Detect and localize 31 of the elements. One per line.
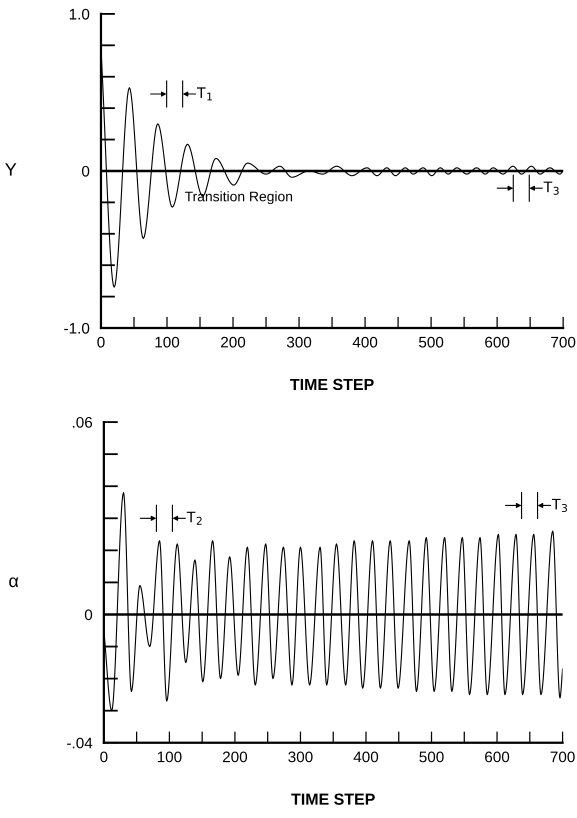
y-tick-label: 1.0	[70, 8, 90, 20]
y-tick-label: -.04	[67, 738, 92, 748]
x-tick-label: 200	[221, 336, 246, 348]
annotation: T$_{1}$	[196, 87, 212, 100]
y-axis-title: α	[9, 577, 18, 588]
x-tick-label: 700	[551, 336, 576, 348]
x-axis-title: TIME STEP	[290, 378, 374, 390]
x-tick-label: 500	[418, 336, 444, 348]
x-axis-title: TIME STEP	[291, 794, 375, 805]
y-tick-label: 0	[82, 166, 90, 177]
x-tick-label: 600	[485, 751, 510, 762]
y-axis-title: Y	[5, 163, 16, 176]
y-tick-label: .06	[72, 416, 92, 428]
x-tick-label: 600	[485, 336, 510, 348]
x-tick-label: 0	[97, 336, 105, 348]
x-tick-label: 100	[155, 336, 180, 348]
y-tick-label: 0	[84, 609, 92, 620]
x-tick-label: 400	[352, 336, 378, 348]
x-tick-label: 0	[100, 751, 108, 762]
annotation: Transition Region	[184, 191, 292, 204]
x-tick-label: 100	[158, 751, 182, 762]
x-tick-label: 300	[288, 751, 313, 762]
annotation: T$_{3}$	[544, 182, 559, 195]
y-tick-label: -1.0	[64, 322, 90, 334]
x-tick-label: 500	[419, 751, 444, 762]
x-tick-label: 300	[286, 336, 312, 348]
annotation: T$_{2}$	[186, 512, 202, 525]
x-tick-label: 200	[222, 751, 248, 762]
annotation: T$_{3}$	[552, 498, 567, 512]
x-tick-label: 400	[354, 751, 378, 762]
x-tick-label: 700	[550, 751, 575, 762]
